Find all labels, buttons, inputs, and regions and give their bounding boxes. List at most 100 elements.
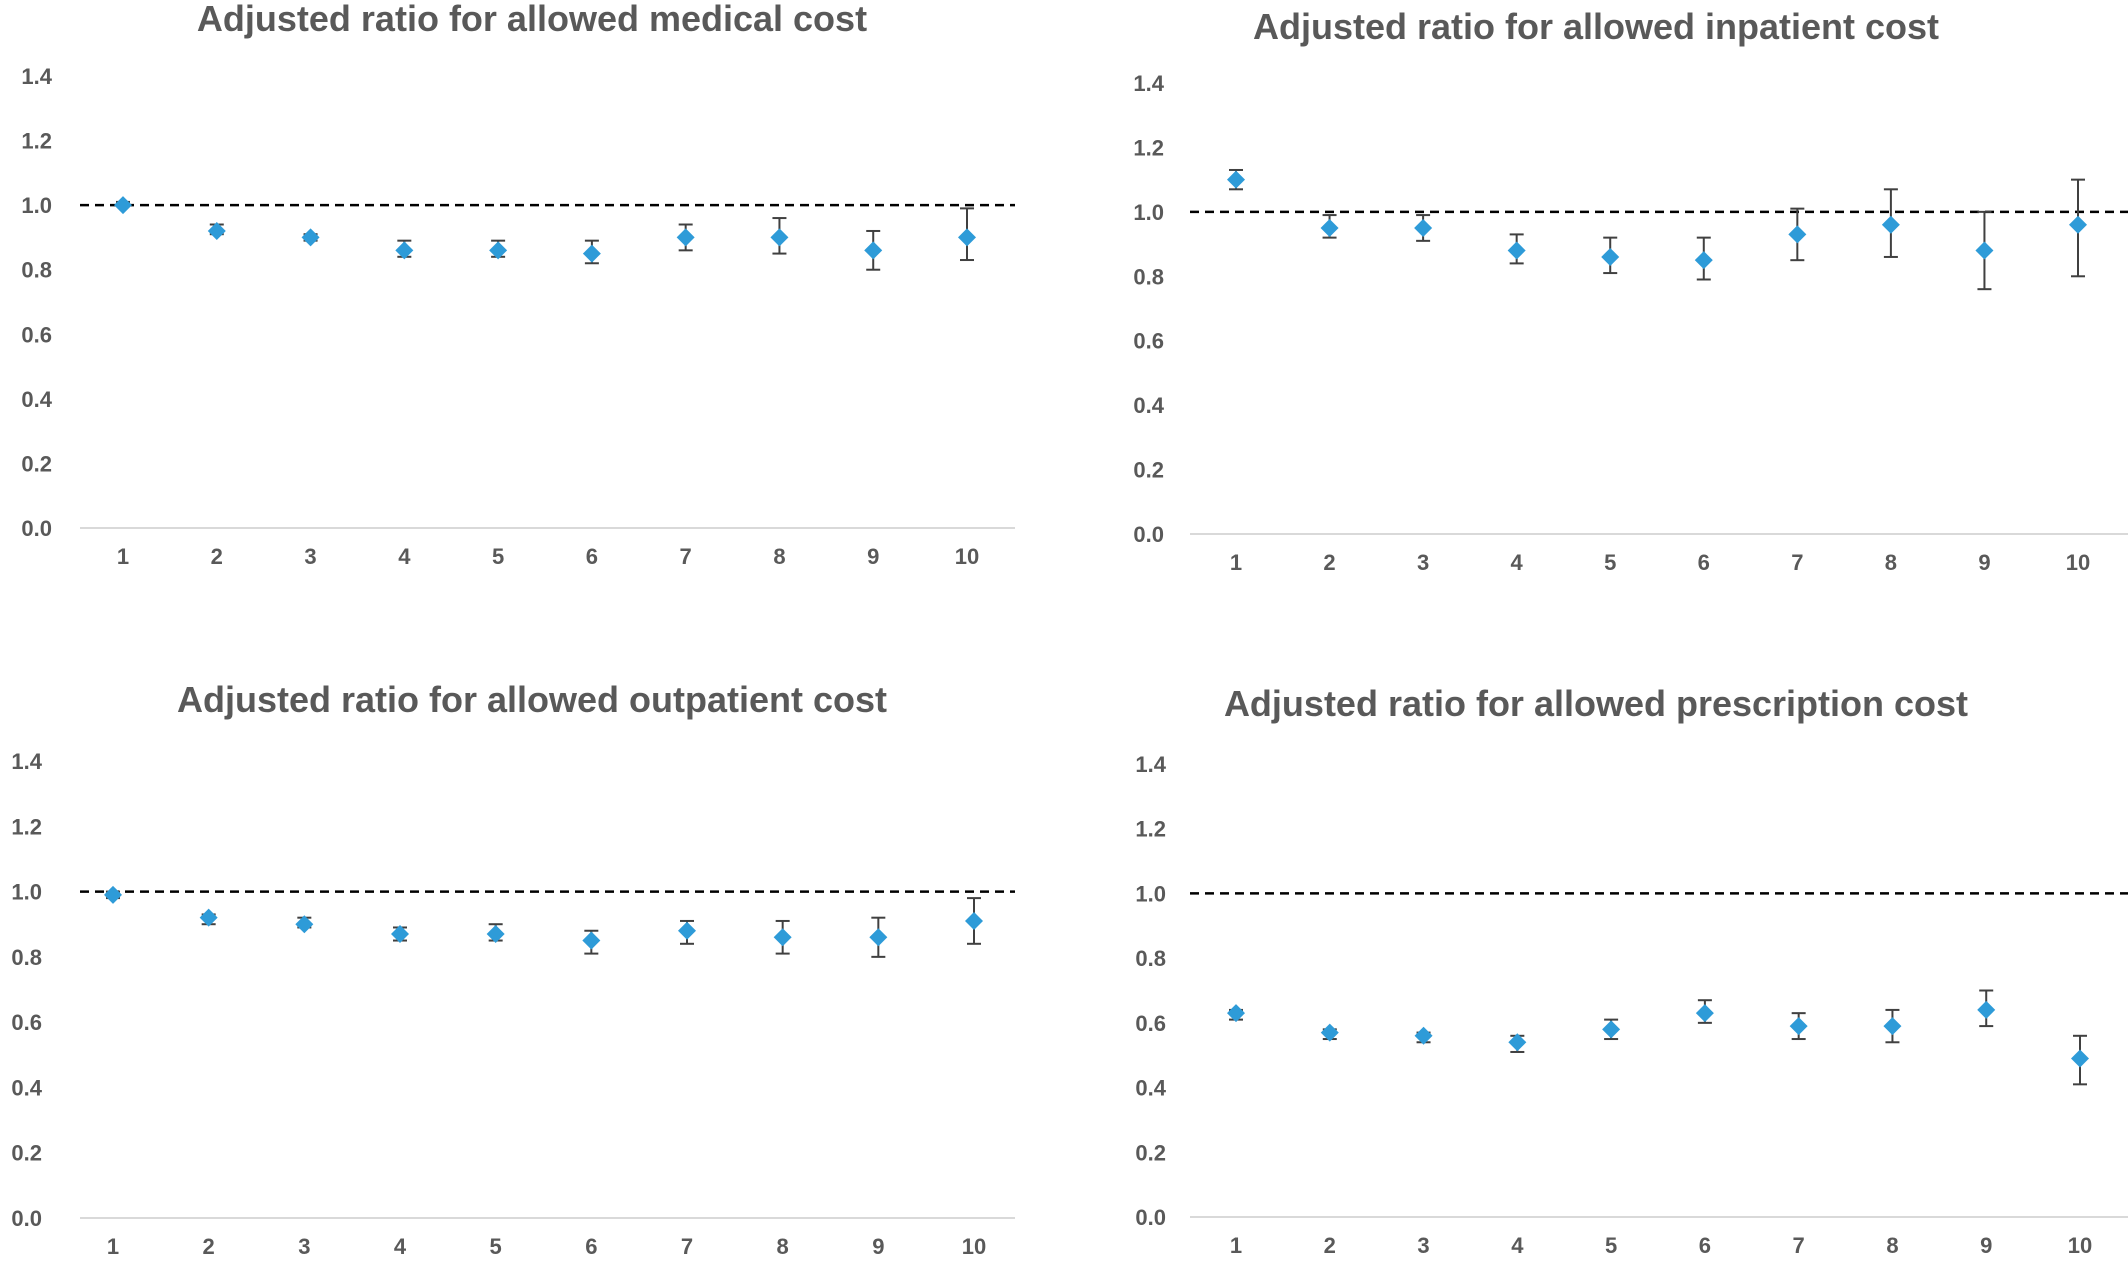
data-marker bbox=[958, 228, 976, 247]
y-tick-label: 0.8 bbox=[21, 258, 52, 283]
data-marker bbox=[869, 928, 888, 947]
chart-panel-inpatient: Adjusted ratio for allowed inpatient cos… bbox=[1064, 0, 2128, 636]
data-point bbox=[958, 207, 976, 262]
data-point bbox=[773, 919, 792, 955]
y-tick-label: 0.8 bbox=[1135, 946, 1166, 971]
y-tick-label: 1.2 bbox=[11, 814, 42, 839]
x-tick-label: 2 bbox=[203, 1234, 215, 1259]
data-point bbox=[489, 239, 508, 260]
data-marker bbox=[395, 241, 414, 260]
x-tick-label: 4 bbox=[1511, 1233, 1524, 1258]
data-point bbox=[582, 929, 601, 955]
data-marker bbox=[1507, 241, 1526, 260]
data-marker bbox=[1414, 218, 1433, 237]
x-tick-label: 1 bbox=[117, 544, 129, 569]
data-marker bbox=[391, 925, 409, 944]
x-tick-label: 7 bbox=[1793, 1233, 1805, 1258]
x-tick-label: 3 bbox=[1417, 550, 1429, 575]
x-tick-label: 8 bbox=[777, 1234, 789, 1259]
data-marker bbox=[1975, 241, 1994, 260]
y-tick-label: 0.0 bbox=[1133, 522, 1164, 547]
data-marker bbox=[1227, 170, 1245, 189]
data-marker bbox=[1414, 1026, 1433, 1045]
data-point bbox=[1414, 214, 1433, 242]
data-marker bbox=[1789, 1017, 1808, 1036]
data-marker bbox=[1601, 247, 1620, 266]
chart-svg: 0.0 0.2 0.4 0.6 0.8 1.0 1.2 1.4 1 2 3 4 5 6 7 8 9 10 bbox=[21, 64, 1015, 569]
x-tick-label: 1 bbox=[1230, 550, 1242, 575]
data-point bbox=[1320, 214, 1339, 239]
data-point bbox=[678, 919, 696, 945]
data-point bbox=[1227, 168, 1245, 191]
x-tick-label: 7 bbox=[681, 1234, 693, 1259]
x-tick-label: 8 bbox=[1885, 550, 1897, 575]
x-tick-label: 5 bbox=[490, 1234, 502, 1259]
y-tick-label: 1.4 bbox=[1135, 752, 1166, 777]
data-point bbox=[1695, 999, 1714, 1024]
data-marker bbox=[1977, 1000, 1996, 1019]
x-tick-label: 1 bbox=[1230, 1233, 1242, 1258]
data-point bbox=[1507, 233, 1526, 265]
x-tick-label: 2 bbox=[211, 544, 223, 569]
data-point bbox=[869, 916, 888, 958]
data-marker bbox=[678, 921, 696, 940]
y-tick-label: 0.2 bbox=[1135, 1140, 1166, 1165]
data-point bbox=[1975, 210, 1994, 291]
y-tick-label: 1.2 bbox=[1135, 817, 1166, 842]
chart-title: Adjusted ratio for allowed inpatient cos… bbox=[1252, 6, 1940, 47]
data-marker bbox=[2071, 1049, 2089, 1068]
data-marker bbox=[965, 911, 983, 930]
x-tick-label: 6 bbox=[1698, 550, 1710, 575]
x-tick-label: 2 bbox=[1324, 1233, 1336, 1258]
data-marker bbox=[199, 908, 218, 927]
x-tick-label: 6 bbox=[1699, 1233, 1711, 1258]
data-point bbox=[1694, 236, 1713, 281]
y-tick-label: 1.4 bbox=[11, 749, 42, 774]
y-tick-label: 1.4 bbox=[21, 64, 52, 89]
data-marker bbox=[676, 228, 695, 247]
y-tick-label: 0.4 bbox=[21, 387, 52, 412]
data-marker bbox=[770, 228, 789, 247]
data-point bbox=[1414, 1026, 1433, 1045]
data-point bbox=[1883, 1008, 1902, 1044]
y-tick-label: 0.0 bbox=[21, 516, 52, 541]
data-marker bbox=[2069, 215, 2087, 234]
x-tick-label: 6 bbox=[585, 1234, 597, 1259]
data-marker bbox=[104, 885, 122, 904]
data-marker bbox=[773, 928, 792, 947]
data-point bbox=[1602, 1018, 1621, 1041]
x-tick-label: 3 bbox=[304, 544, 316, 569]
x-tick-label: 5 bbox=[492, 544, 504, 569]
y-tick-label: 0.8 bbox=[11, 945, 42, 970]
y-tick-label: 0.4 bbox=[11, 1075, 42, 1100]
data-point bbox=[1789, 1012, 1808, 1041]
y-tick-label: 1.0 bbox=[1135, 881, 1166, 906]
data-marker bbox=[864, 241, 883, 260]
x-tick-label: 9 bbox=[1978, 550, 1990, 575]
x-tick-label: 7 bbox=[1791, 550, 1803, 575]
data-point bbox=[770, 217, 789, 255]
x-tick-label: 1 bbox=[107, 1234, 119, 1259]
chart-title: Adjusted ratio for allowed prescription … bbox=[1223, 683, 1969, 724]
data-point bbox=[864, 229, 883, 271]
x-tick-label: 10 bbox=[2066, 550, 2090, 575]
data-marker bbox=[486, 925, 505, 944]
data-point bbox=[391, 925, 409, 944]
x-tick-label: 5 bbox=[1604, 550, 1616, 575]
y-tick-label: 1.2 bbox=[1133, 135, 1164, 160]
y-tick-label: 0.0 bbox=[1135, 1205, 1166, 1230]
x-tick-label: 2 bbox=[1323, 550, 1335, 575]
data-marker bbox=[301, 228, 320, 247]
y-tick-label: 0.6 bbox=[1135, 1011, 1166, 1036]
x-tick-label: 4 bbox=[1511, 550, 1524, 575]
data-point bbox=[2071, 1034, 2089, 1086]
x-tick-label: 3 bbox=[1417, 1233, 1429, 1258]
chart-title: Adjusted ratio for allowed outpatient co… bbox=[176, 679, 888, 720]
data-point bbox=[1227, 1004, 1245, 1023]
y-tick-label: 0.8 bbox=[1133, 264, 1164, 289]
data-marker bbox=[489, 241, 508, 260]
x-tick-label: 10 bbox=[2068, 1233, 2092, 1258]
x-tick-label: 9 bbox=[872, 1234, 884, 1259]
data-marker bbox=[295, 915, 314, 934]
y-tick-label: 0.6 bbox=[1133, 329, 1164, 354]
